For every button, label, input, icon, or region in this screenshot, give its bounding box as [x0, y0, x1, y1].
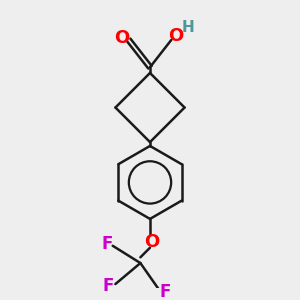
Text: F: F — [159, 283, 171, 300]
Text: F: F — [102, 277, 113, 295]
Text: O: O — [169, 27, 184, 45]
Text: O: O — [114, 29, 130, 47]
Text: H: H — [181, 20, 194, 35]
Text: O: O — [144, 233, 160, 251]
Text: F: F — [101, 235, 112, 253]
